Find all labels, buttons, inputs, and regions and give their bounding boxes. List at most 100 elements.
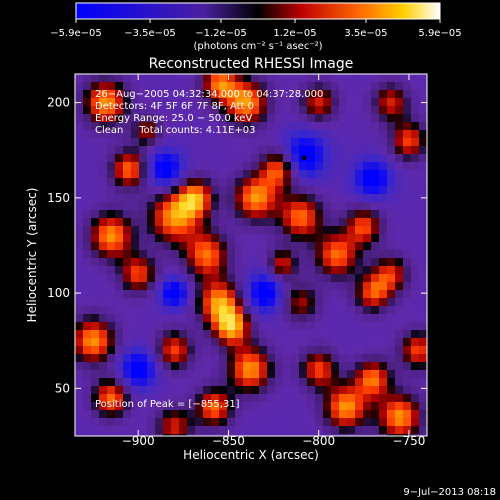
heatmap-cell	[291, 418, 299, 426]
heatmap-cell	[195, 114, 203, 122]
heatmap-cell	[91, 418, 99, 426]
heatmap-cell	[315, 322, 323, 330]
heatmap-cell	[139, 418, 147, 426]
heatmap-cell	[323, 130, 331, 138]
heatmap-cell	[403, 306, 411, 314]
heatmap-cells	[75, 74, 427, 436]
heatmap-cell	[235, 202, 243, 210]
heatmap-cell	[83, 130, 91, 138]
heatmap-cell	[339, 338, 347, 346]
heatmap-cell	[75, 130, 83, 138]
heatmap-cell	[251, 146, 259, 154]
heatmap-cell	[347, 298, 355, 306]
colorbar	[75, 2, 441, 20]
heatmap-cell	[163, 306, 171, 314]
heatmap-cell	[339, 130, 347, 138]
heatmap-cell	[243, 378, 251, 386]
heatmap-cell	[387, 234, 395, 242]
heatmap-cell	[315, 250, 323, 258]
heatmap-cell	[155, 330, 163, 338]
heatmap-cell	[339, 378, 347, 386]
heatmap-cell	[275, 122, 283, 130]
heatmap-cell	[131, 378, 139, 386]
heatmap-cell	[91, 202, 99, 210]
heatmap-cell	[211, 146, 219, 154]
heatmap-cell	[139, 122, 147, 130]
heatmap-cell	[283, 250, 291, 258]
heatmap-cell	[387, 330, 395, 338]
heatmap-cell	[275, 226, 283, 234]
heatmap-cell	[395, 170, 403, 178]
heatmap-cell	[139, 370, 147, 378]
heatmap-cell	[107, 258, 115, 266]
heatmap-cell	[419, 282, 427, 290]
heatmap-cell	[115, 378, 123, 386]
heatmap-cell	[307, 434, 315, 436]
heatmap-cell	[115, 82, 123, 90]
heatmap-cell	[379, 82, 387, 90]
heatmap-cell	[83, 434, 91, 436]
heatmap-cell	[403, 82, 411, 90]
heatmap-cell	[347, 266, 355, 274]
heatmap-cell	[179, 338, 187, 346]
heatmap-cell	[275, 338, 283, 346]
heatmap-cell	[251, 98, 259, 106]
heatmap-cell	[323, 178, 331, 186]
heatmap-cell	[75, 266, 83, 274]
heatmap-cell	[211, 298, 219, 306]
heatmap-cell	[235, 234, 243, 242]
chart-title: Reconstructed RHESSI Image	[149, 56, 354, 72]
heatmap-cell	[203, 226, 211, 234]
heatmap-cell	[403, 234, 411, 242]
heatmap-cell	[211, 234, 219, 242]
x-tick-label: −750	[392, 434, 425, 448]
heatmap-cell	[83, 394, 91, 402]
heatmap-cell	[299, 138, 307, 146]
heatmap-cell	[243, 162, 251, 170]
heatmap-cell	[91, 346, 99, 354]
heatmap-cell	[363, 290, 371, 298]
heatmap-cell	[139, 394, 147, 402]
heatmap-cell	[227, 330, 235, 338]
heatmap-cell	[219, 282, 227, 290]
heatmap-cell	[187, 322, 195, 330]
heatmap-cell	[403, 258, 411, 266]
heatmap-cell	[379, 234, 387, 242]
heatmap-cell	[163, 282, 171, 290]
heatmap-cell	[211, 258, 219, 266]
heatmap-cell	[355, 162, 363, 170]
heatmap-cell	[139, 202, 147, 210]
heatmap-cell	[251, 378, 259, 386]
heatmap-cell	[259, 330, 267, 338]
heatmap-cell	[219, 250, 227, 258]
heatmap-cell	[323, 410, 331, 418]
heatmap-cell	[331, 170, 339, 178]
heatmap-cell	[267, 386, 275, 394]
heatmap-cell	[227, 162, 235, 170]
heatmap-cell	[171, 82, 179, 90]
heatmap-cell	[371, 106, 379, 114]
heatmap-cell	[195, 90, 203, 98]
heatmap-cell	[355, 434, 363, 436]
heatmap-cell	[211, 426, 219, 434]
heatmap-cell	[179, 282, 187, 290]
heatmap-cell	[123, 90, 131, 98]
heatmap-cell	[347, 154, 355, 162]
heatmap-cell	[267, 426, 275, 434]
heatmap-cell	[331, 154, 339, 162]
heatmap-cell	[75, 370, 83, 378]
heatmap-cell	[259, 186, 267, 194]
heatmap-cell	[403, 202, 411, 210]
heatmap-cell	[107, 266, 115, 274]
heatmap-cell	[179, 306, 187, 314]
heatmap-cell	[331, 418, 339, 426]
heatmap-cell	[131, 274, 139, 282]
heatmap-cell	[387, 250, 395, 258]
heatmap-cell	[291, 402, 299, 410]
heatmap-cell	[307, 354, 315, 362]
heatmap-cell	[331, 226, 339, 234]
heatmap-cell	[203, 138, 211, 146]
heatmap-cell	[355, 74, 363, 82]
heatmap-cell	[291, 194, 299, 202]
heatmap-cell	[323, 266, 331, 274]
